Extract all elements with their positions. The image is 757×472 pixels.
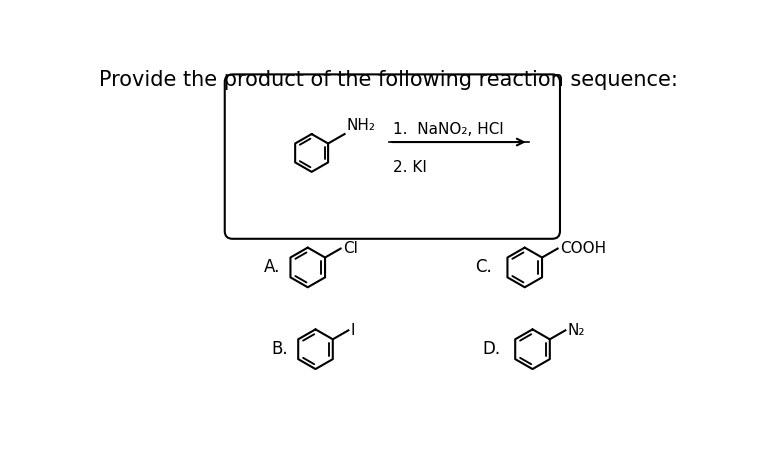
FancyBboxPatch shape: [225, 75, 560, 239]
Text: 2. KI: 2. KI: [393, 160, 427, 175]
Text: A.: A.: [263, 259, 280, 277]
Text: B.: B.: [272, 340, 288, 358]
Text: Provide the product of the following reaction sequence:: Provide the product of the following rea…: [98, 70, 678, 91]
Text: C.: C.: [475, 259, 491, 277]
Text: I: I: [350, 323, 355, 338]
Text: NH₂: NH₂: [346, 118, 375, 133]
Text: COOH: COOH: [560, 241, 606, 256]
Text: D.: D.: [482, 340, 500, 358]
Text: Cl: Cl: [343, 241, 358, 256]
Text: 1.  NaNO₂, HCl: 1. NaNO₂, HCl: [393, 122, 503, 137]
Text: N₂: N₂: [568, 323, 585, 338]
